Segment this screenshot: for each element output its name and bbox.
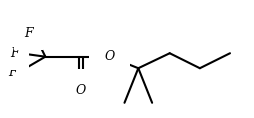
Text: O: O: [76, 84, 86, 97]
Text: F: F: [10, 47, 19, 60]
Text: F: F: [24, 27, 33, 40]
Text: O: O: [104, 50, 115, 63]
Text: F: F: [8, 66, 17, 79]
